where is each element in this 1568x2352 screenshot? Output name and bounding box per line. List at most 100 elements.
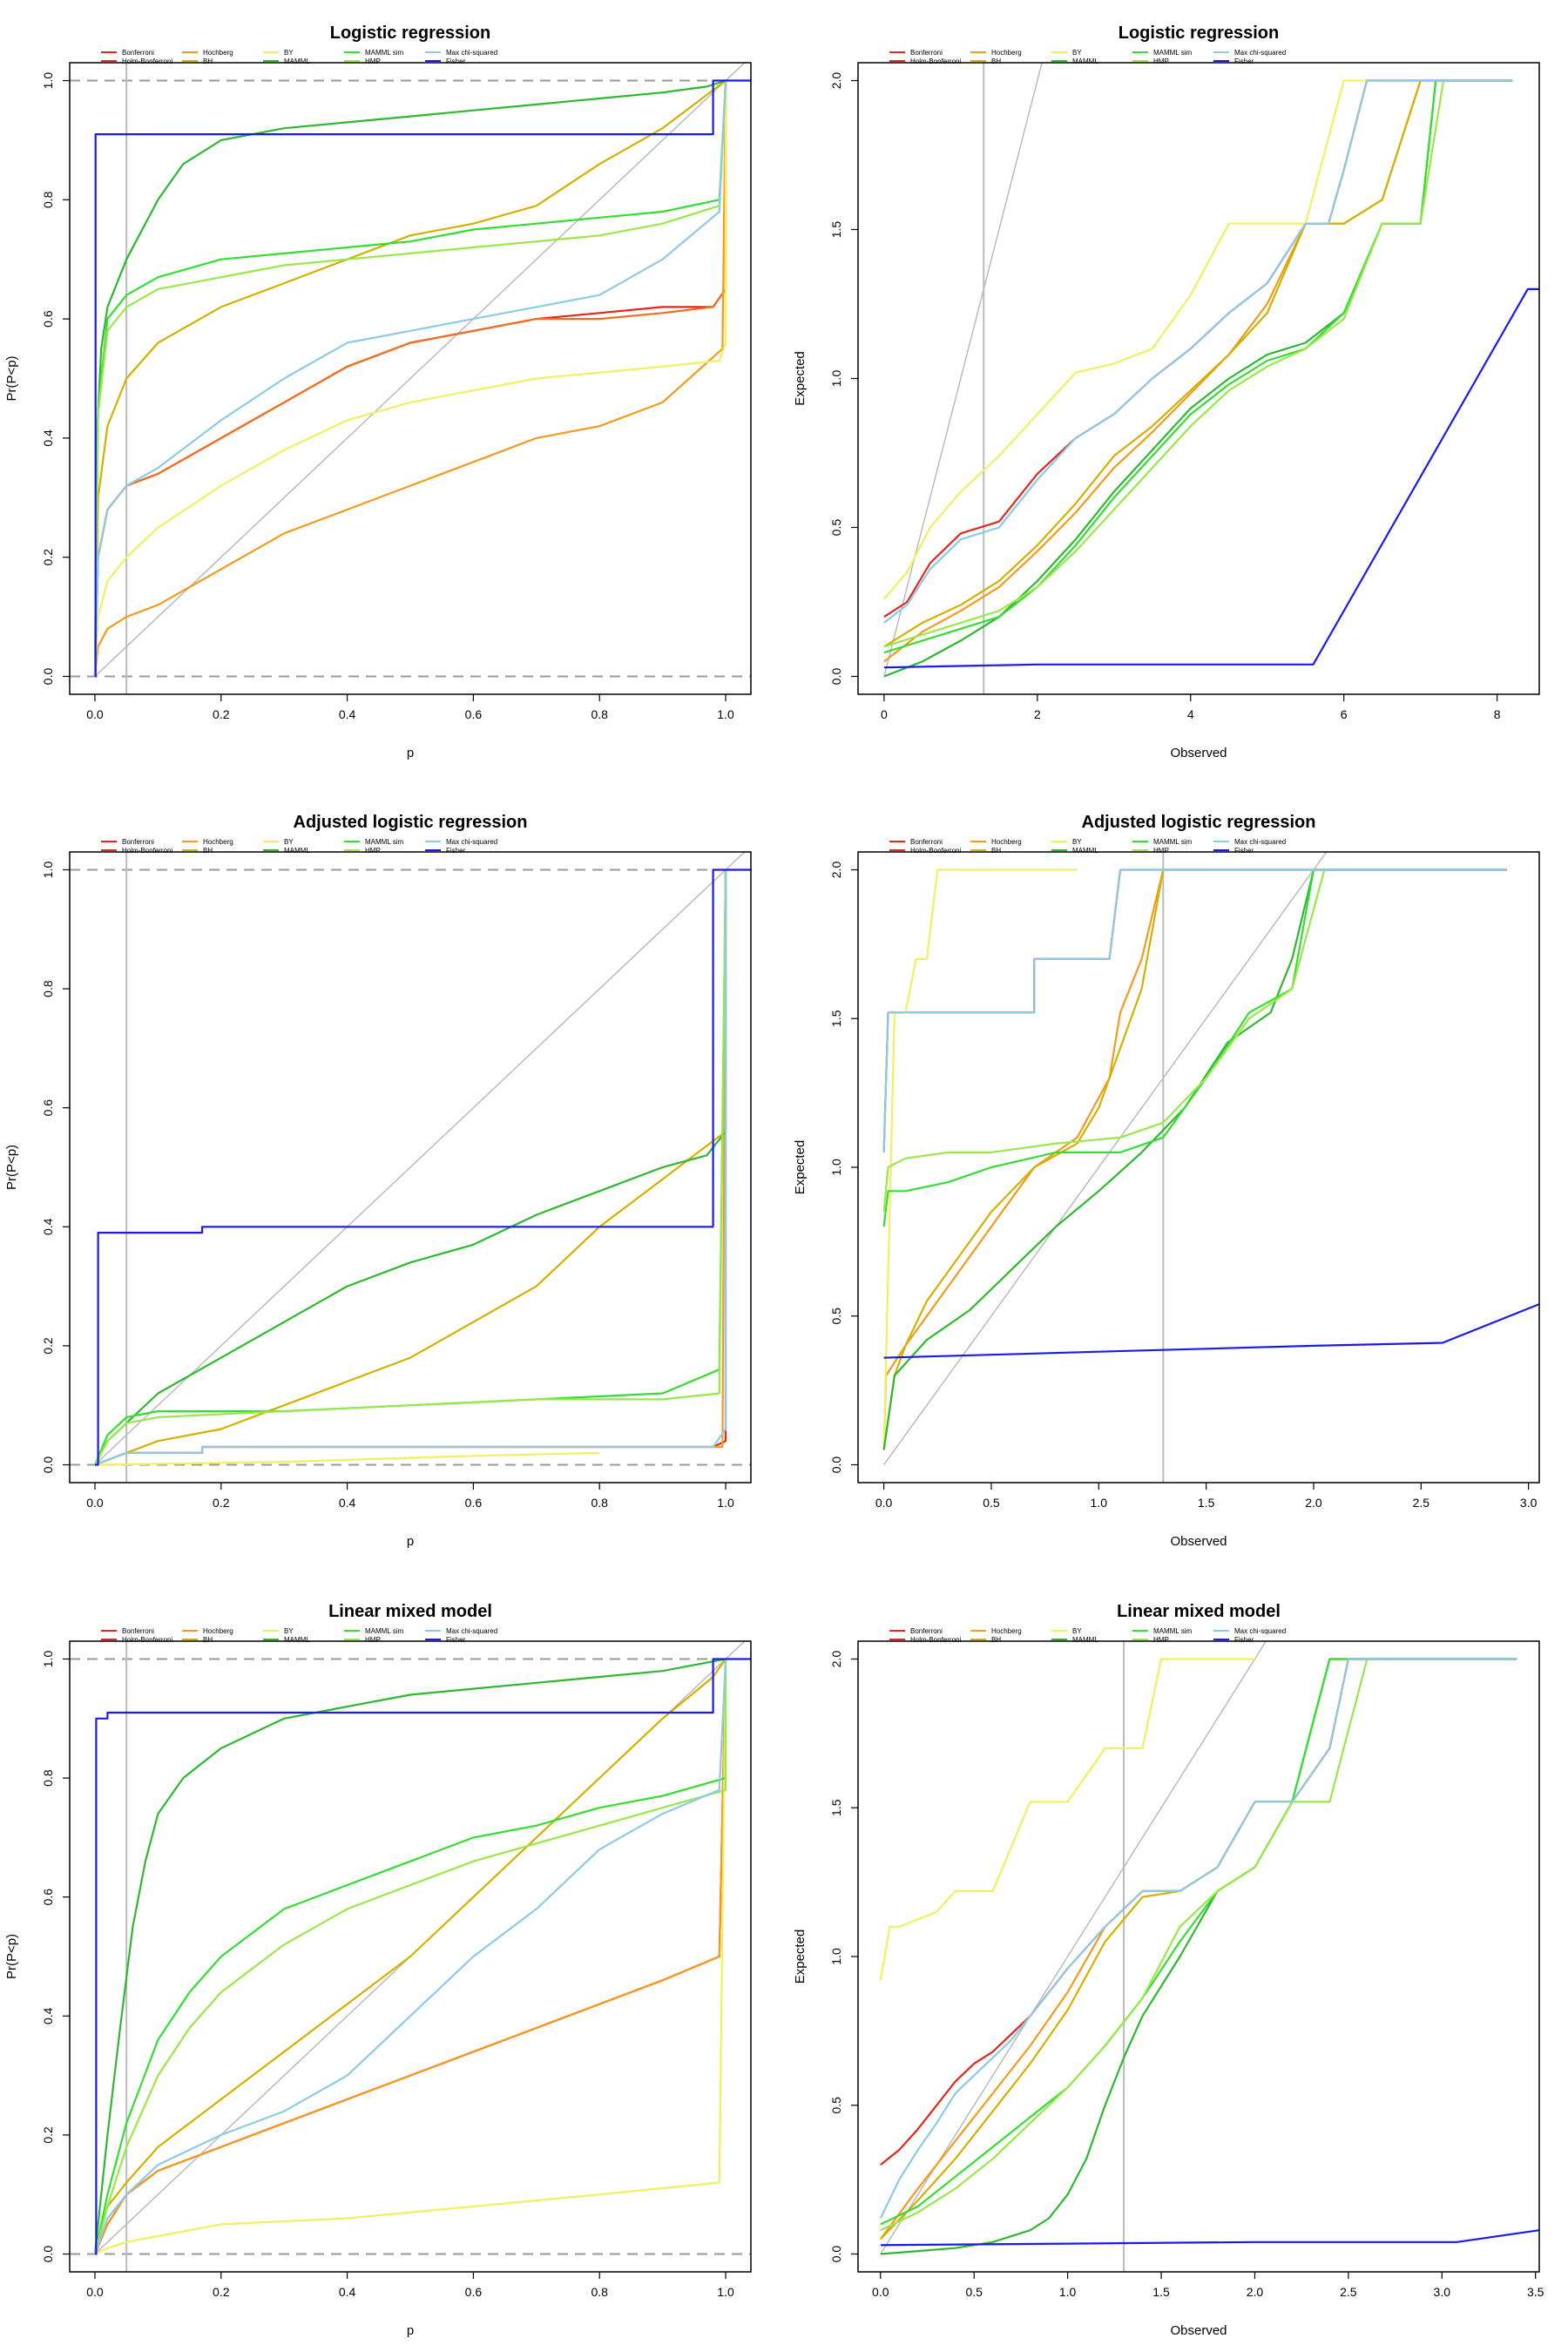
x-tick-label: 0.0 (86, 707, 104, 721)
diagonal-line (94, 63, 746, 678)
legend-entry: Holm-Bonferroni (122, 1636, 172, 1644)
series-line (93, 1658, 727, 2254)
y-tick-label: 2.0 (829, 862, 843, 879)
legend-entry: Max chi-squared (1234, 1627, 1286, 1635)
x-tick-label: 0.8 (591, 1496, 608, 1510)
y-tick-label: 1.5 (829, 1010, 843, 1027)
x-axis-label: Observed (1170, 1534, 1227, 1549)
series-line (879, 1658, 1255, 1981)
series-line (93, 80, 727, 677)
y-tick-label: 0.0 (41, 2246, 55, 2263)
panel-2: 0 2 4 6 8 0.0 0.5 1.0 1.5 2.0 Observed Expected Logi… (793, 24, 1540, 760)
x-tick-label: 1.0 (1091, 1496, 1108, 1510)
plot-area (70, 852, 751, 1483)
plot-frame (857, 851, 1540, 1484)
x-tick-label: 0.0 (875, 1496, 893, 1510)
series-line (94, 79, 751, 678)
x-tick-label: 0.8 (591, 2285, 608, 2299)
series-line (883, 79, 1513, 654)
series-line (880, 1658, 1517, 2166)
y-axis-label: Pr(P<p) (4, 355, 19, 401)
panel-3: 0.0 0.2 0.4 0.6 0.8 1.0 0.0 0.2 0.4 0.6 0.8 1.0 p Pr(… (4, 813, 752, 1549)
y-tick-label: 1.0 (41, 862, 55, 879)
y-tick-label: 0.0 (829, 668, 843, 686)
x-axis-label: p (407, 746, 414, 760)
legend-entry: Bonferroni (910, 49, 943, 57)
y-axis-label: Expected (793, 1930, 808, 1984)
legend-entry: Hochberg (991, 49, 1022, 57)
y-tick-label: 1.0 (41, 1651, 55, 1668)
series-line (94, 869, 727, 1466)
y-tick-label: 1.5 (829, 221, 843, 239)
y-tick-label: 0.5 (829, 519, 843, 537)
legend-entry: HMP (1153, 847, 1169, 855)
y-tick-label: 0.2 (41, 2126, 55, 2144)
series-line (882, 868, 1507, 1227)
series-line (883, 287, 1539, 669)
legend-entry: Fisher (1234, 57, 1254, 65)
series-line (93, 1658, 727, 2254)
legend: BonferroniHolm-BonferroniHochbergBHBYMAM… (101, 838, 497, 855)
series-line (880, 1658, 1517, 2240)
legend-entry: BH (203, 1636, 213, 1644)
series-line (882, 868, 1507, 1152)
legend-entry: MAMML sim (365, 49, 403, 57)
legend-entry: Hochberg (203, 838, 233, 846)
legend-entry: HMP (1153, 57, 1169, 65)
panel-title: Adjusted logistic regression (1082, 813, 1316, 832)
x-tick-label: 0.4 (339, 2285, 356, 2299)
legend-entry: Holm-Bonferroni (122, 847, 172, 855)
legend-entry: Fisher (446, 57, 466, 65)
y-axis-label: Expected (793, 351, 808, 406)
series-line (93, 80, 727, 677)
legend-entry: MAMML sim (365, 1627, 403, 1635)
x-tick-label: 3.5 (1527, 2285, 1544, 2299)
legend-entry: MAMML (284, 847, 310, 855)
legend-entry: Max chi-squared (446, 838, 497, 846)
series-line (879, 1658, 1517, 2240)
legend: BonferroniHolm-BonferroniHochbergBHBYMAM… (889, 838, 1286, 855)
x-tick-label: 0.5 (983, 1496, 1000, 1510)
y-tick-label: 1.0 (829, 370, 843, 388)
panel-title: Logistic regression (1119, 24, 1280, 43)
x-tick-label: 0.8 (591, 707, 608, 721)
x-tick-label: 0.2 (213, 2285, 230, 2299)
legend-entry: Bonferroni (122, 1627, 154, 1635)
panel-title: Linear mixed model (1117, 1602, 1281, 1621)
x-axis-label: Observed (1170, 2323, 1227, 2338)
x-tick-label: 2.5 (1413, 1496, 1430, 1510)
legend-entry: Fisher (446, 1636, 466, 1644)
legend-entry: MAMML (1072, 57, 1098, 65)
panel-4: 0.0 0.5 1.0 1.5 2.0 2.5 3.0 0.0 0.5 1.0 1.5 2.0 Obse… (793, 813, 1540, 1549)
x-tick-label: 1.0 (1059, 2285, 1077, 2299)
legend-entry: BY (284, 1627, 294, 1635)
y-tick-label: 0.0 (829, 2246, 843, 2263)
legend-entry: Bonferroni (910, 1627, 943, 1635)
y-tick-label: 0.6 (41, 1099, 55, 1117)
series-line (93, 1659, 727, 2254)
plot-area (879, 1641, 1539, 2272)
series-line (94, 1659, 727, 2255)
y-tick-label: 0.0 (41, 668, 55, 686)
y-tick-label: 0.0 (41, 1456, 55, 1474)
plot-frame (69, 1640, 752, 2273)
x-tick-label: 0.6 (465, 2285, 483, 2299)
plot-area (70, 63, 751, 694)
legend-entry: BH (991, 1636, 1001, 1644)
y-axis-label: Pr(P<p) (4, 1145, 19, 1190)
y-tick-label: 0.6 (41, 310, 55, 328)
legend-entry: BY (1072, 1627, 1082, 1635)
y-tick-label: 0.4 (41, 1218, 55, 1235)
y-tick-label: 1.5 (829, 1799, 843, 1816)
x-tick-label: 2.0 (1247, 2285, 1264, 2299)
series-line (882, 868, 1507, 1450)
x-tick-label: 2.5 (1340, 2285, 1357, 2299)
x-tick-label: 1.0 (717, 707, 734, 721)
legend-entry: BY (284, 838, 294, 846)
y-tick-label: 0.4 (41, 2007, 55, 2024)
plot-area (882, 852, 1539, 1483)
series-line (883, 79, 1513, 678)
panel-6: 0.0 0.5 1.0 1.5 2.0 2.5 3.0 3.5 0.0 0.5 1.0 1.5 2.0 O… (793, 1602, 1544, 2338)
series-line (93, 1659, 727, 2254)
y-tick-label: 0.4 (41, 429, 55, 447)
